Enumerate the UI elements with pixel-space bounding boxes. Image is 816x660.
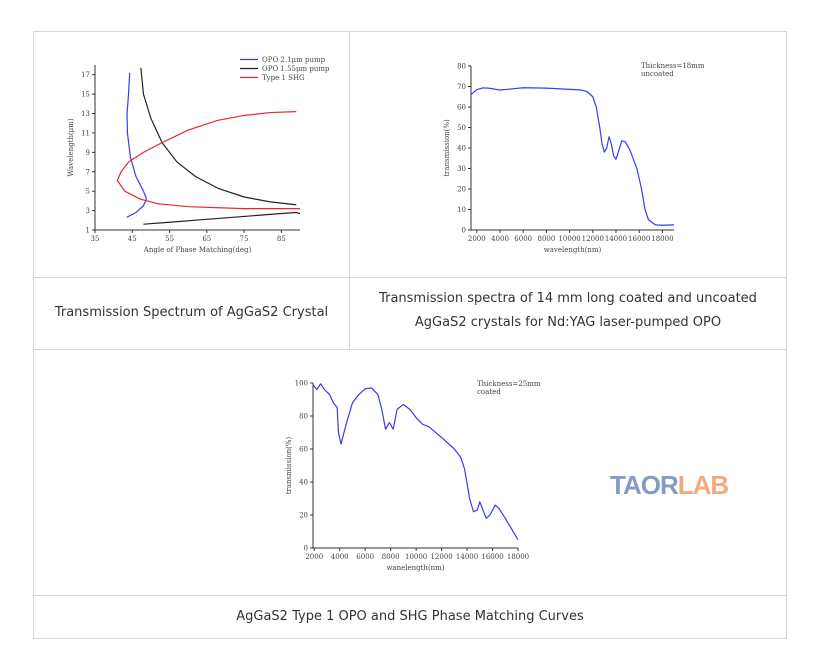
x-tick-label: 2000 xyxy=(305,553,323,561)
x-tick-label: 75 xyxy=(240,235,249,243)
legend-label: OPO 2.1μm pump xyxy=(262,56,326,64)
x-tick-label: 12000 xyxy=(430,553,452,561)
x-tick-label: 55 xyxy=(165,235,174,243)
x-tick-label: 35 xyxy=(91,235,100,243)
x-tick-label: 14000 xyxy=(605,235,627,243)
x-tick-label: 16000 xyxy=(628,235,650,243)
x-tick-label: 18000 xyxy=(507,553,529,561)
x-tick-label: 4000 xyxy=(331,553,349,561)
y-tick-label: 80 xyxy=(299,413,308,421)
x-tick-label: 12000 xyxy=(582,235,604,243)
x-axis-label: wavelength(nm) xyxy=(544,246,602,254)
y-tick-label: 70 xyxy=(457,83,466,91)
x-tick-label: 6000 xyxy=(356,553,374,561)
series-line xyxy=(126,72,148,218)
y-tick-label: 7 xyxy=(86,168,90,176)
y-tick-label: 30 xyxy=(457,165,466,173)
y-axis-label: transmission(%) xyxy=(285,436,293,494)
series-line xyxy=(312,383,519,541)
y-tick-label: 20 xyxy=(299,512,308,520)
x-tick-label: 8000 xyxy=(537,235,555,243)
y-axis-label: Wavelength(μm) xyxy=(67,118,75,176)
x-tick-label: 6000 xyxy=(514,235,532,243)
legend-label: OPO 1.55μm pump xyxy=(262,65,330,73)
x-tick-label: 4000 xyxy=(491,235,509,243)
table-cell-caption-3 xyxy=(33,595,787,639)
y-axis-label: transmission(%) xyxy=(443,119,451,177)
x-tick-label: 45 xyxy=(128,235,137,243)
y-tick-label: 5 xyxy=(86,188,90,196)
series-line xyxy=(116,110,300,210)
y-tick-label: 40 xyxy=(457,145,466,153)
y-tick-label: 50 xyxy=(457,124,466,132)
x-tick-label: 2000 xyxy=(468,235,486,243)
y-tick-label: 15 xyxy=(81,91,90,99)
x-tick-label: 18000 xyxy=(651,235,673,243)
y-tick-label: 11 xyxy=(81,129,90,137)
annotation: Thickness=18mm xyxy=(641,62,705,70)
caption-transmission-spectra-coated-uncoated: Transmission spectra of 14 mm long coate… xyxy=(379,291,757,330)
y-tick-label: 17 xyxy=(81,71,90,79)
y-tick-label: 0 xyxy=(304,545,308,553)
x-axis-label: Angle of Phase Matching(deg) xyxy=(143,246,252,254)
series-line xyxy=(143,211,301,225)
x-tick-label: 10000 xyxy=(405,553,427,561)
caption-phase-matching: AgGaS2 Type 1 OPO and SHG Phase Matching… xyxy=(236,609,584,624)
x-tick-label: 85 xyxy=(277,235,286,243)
x-tick-label: 10000 xyxy=(558,235,580,243)
annotation: Thickness=25mm xyxy=(477,380,541,388)
y-tick-label: 13 xyxy=(81,110,90,118)
caption-transmission-spectrum: Transmission Spectrum of AgGaS2 Crystal xyxy=(54,305,329,320)
x-tick-label: 8000 xyxy=(382,553,400,561)
x-tick-label: 65 xyxy=(202,235,211,243)
series-line xyxy=(470,87,675,226)
chart-transmission-coated: 2000 4000 6000 8000 10000 12000 14000 16000 1800… xyxy=(285,380,541,573)
y-tick-label: 1 xyxy=(86,227,90,235)
legend-label: Type 1 SHG xyxy=(262,74,305,82)
x-tick-label: 14000 xyxy=(456,553,478,561)
x-tick-label: 16000 xyxy=(481,553,503,561)
y-tick-label: 60 xyxy=(299,446,308,454)
y-tick-label: 40 xyxy=(299,479,308,487)
annotation: uncoated xyxy=(641,70,674,78)
chart-transmission-uncoated: 2000 4000 6000 8000 10000 12000 14000 16000 1800… xyxy=(443,62,705,254)
y-tick-label: 0 xyxy=(462,227,466,235)
y-tick-label: 80 xyxy=(457,63,466,71)
watermark-logo: TAORLAB xyxy=(610,470,729,500)
y-tick-label: 9 xyxy=(86,149,90,157)
y-tick-label: 20 xyxy=(457,186,466,194)
series-line xyxy=(140,67,297,206)
y-tick-label: 3 xyxy=(86,207,90,215)
annotation: coated xyxy=(477,388,501,396)
y-tick-label: 100 xyxy=(295,380,308,388)
y-tick-label: 10 xyxy=(457,206,466,214)
x-axis-label: wanelength(nm) xyxy=(386,564,444,572)
y-tick-label: 60 xyxy=(457,104,466,112)
